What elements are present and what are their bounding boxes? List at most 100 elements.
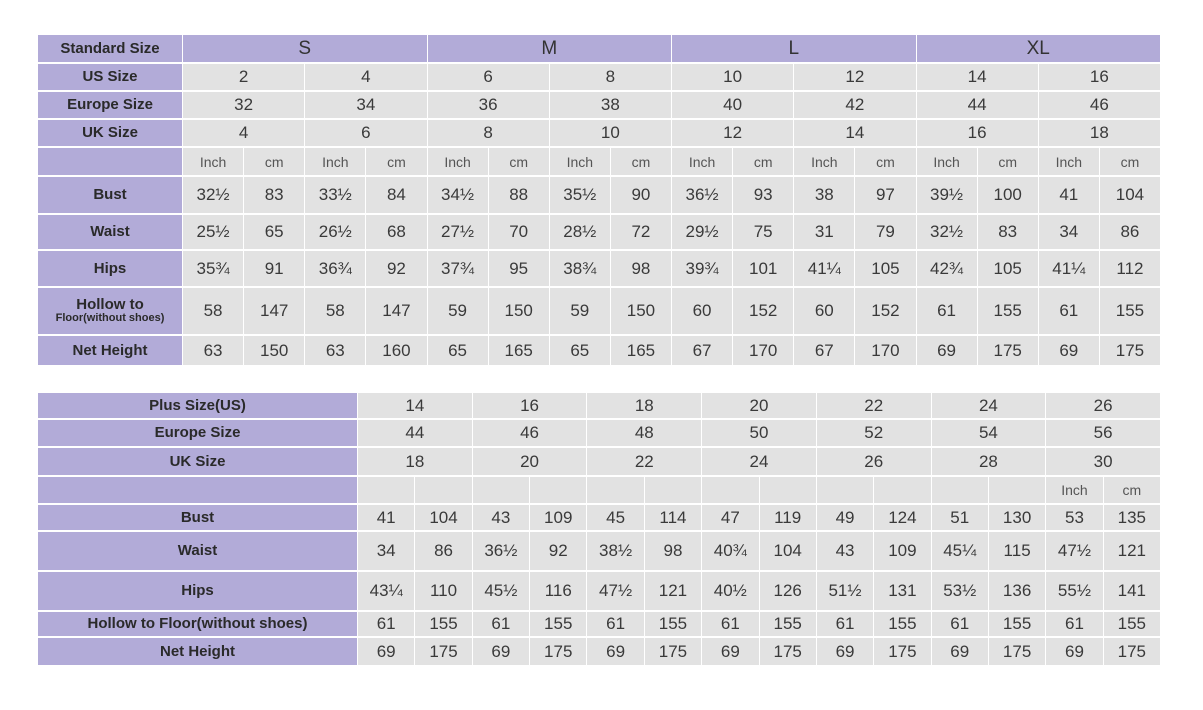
measure-cell: 109 <box>530 505 587 530</box>
measure-cell: 155 <box>977 288 1038 334</box>
measure-cell: 83 <box>244 177 305 213</box>
size-cell: 50 <box>702 420 816 446</box>
unit-cell: cm <box>1099 148 1160 175</box>
measure-cell: 165 <box>610 336 671 365</box>
size-cell: 20 <box>702 393 816 418</box>
measure-cell: 69 <box>931 638 988 665</box>
measure-cell: 63 <box>305 336 366 365</box>
measure-cell: 34½ <box>427 177 488 213</box>
row-label-text: Europe Size <box>154 424 241 442</box>
size-cell: 18 <box>1038 120 1160 146</box>
row-label: Hips <box>38 572 357 610</box>
size-cell: 40 <box>672 92 794 118</box>
size-cell: 30 <box>1046 448 1160 475</box>
size-cell: 38 <box>549 92 671 118</box>
row-label: UK Size <box>38 120 182 146</box>
unit-cell: cm <box>610 148 671 175</box>
measure-cell: 175 <box>644 638 702 665</box>
row-label-text: US Size <box>82 68 138 86</box>
measure-cell: 114 <box>644 505 702 530</box>
row-label-text: UK Size <box>169 452 226 470</box>
measure-cell: 170 <box>855 336 916 365</box>
measure-cell: 98 <box>644 532 702 570</box>
measure-cell: 175 <box>1099 336 1160 365</box>
size-cell: 34 <box>305 92 427 118</box>
measure-cell: 35½ <box>549 177 610 213</box>
measure-cell: 121 <box>1103 532 1160 570</box>
measure-cell: 38½ <box>587 532 644 570</box>
measure-cell: 152 <box>733 288 794 334</box>
size-cell: 52 <box>816 420 931 446</box>
size-cell: 46 <box>472 420 587 446</box>
measure-cell: 67 <box>794 336 855 365</box>
size-cell: 6 <box>305 120 427 146</box>
measure-cell: 155 <box>530 612 587 636</box>
measure-cell: 152 <box>855 288 916 334</box>
size-cell: 20 <box>472 448 587 475</box>
measure-cell: 69 <box>1046 638 1103 665</box>
measure-cell: 36½ <box>672 177 733 213</box>
measure-cell: 69 <box>587 638 644 665</box>
unit-cell: cm <box>977 148 1038 175</box>
measure-cell: 155 <box>759 612 816 636</box>
unit-cell <box>931 477 988 503</box>
measure-cell: 98 <box>610 251 671 286</box>
measure-cell: 51½ <box>816 572 874 610</box>
size-cell: 12 <box>672 120 794 146</box>
measure-cell: 79 <box>855 215 916 249</box>
measure-cell: 33½ <box>305 177 366 213</box>
measure-cell: 26½ <box>305 215 366 249</box>
unit-cell <box>759 477 816 503</box>
measure-cell: 150 <box>488 288 549 334</box>
size-cell: 48 <box>587 420 702 446</box>
size-cell: 16 <box>1038 64 1160 90</box>
row-label-text: Hips <box>181 582 214 600</box>
measure-cell: 105 <box>977 251 1038 286</box>
measure-cell: 45½ <box>472 572 530 610</box>
measure-cell: 47 <box>702 505 759 530</box>
measure-cell: 60 <box>794 288 855 334</box>
measure-cell: 90 <box>610 177 671 213</box>
measure-cell: 124 <box>874 505 931 530</box>
size-cell: 18 <box>587 393 702 418</box>
measure-cell: 32½ <box>183 177 244 213</box>
measure-cell: 61 <box>702 612 759 636</box>
measure-cell: 41¼ <box>1038 251 1099 286</box>
measure-cell: 58 <box>183 288 244 334</box>
row-label-text: UK Size <box>82 124 138 142</box>
measure-cell: 58 <box>305 288 366 334</box>
standard-size-table: Standard Size S M L XL US Size 2 4 6 8 10 12 14 16 Eur… <box>38 35 1160 365</box>
measure-cell: 49 <box>816 505 874 530</box>
measure-cell: 61 <box>358 612 415 636</box>
measure-cell: 59 <box>549 288 610 334</box>
measure-cell: 92 <box>366 251 427 286</box>
measure-cell: 119 <box>759 505 816 530</box>
row-label: Hollow to Floor(without shoes) <box>38 612 357 636</box>
row-label: Bust <box>38 177 182 213</box>
size-cell: 14 <box>916 64 1038 90</box>
measure-cell: 34 <box>358 532 415 570</box>
measure-cell: 41 <box>1038 177 1099 213</box>
size-cell: 56 <box>1046 420 1160 446</box>
measure-cell: 175 <box>530 638 587 665</box>
measure-cell: 69 <box>358 638 415 665</box>
unit-cell <box>874 477 931 503</box>
unit-cell: Inch <box>672 148 733 175</box>
unit-cell <box>988 477 1046 503</box>
measure-cell: 88 <box>488 177 549 213</box>
size-cell: 4 <box>305 64 427 90</box>
size-cell: 44 <box>916 92 1038 118</box>
header-label: Standard Size <box>38 35 182 62</box>
measure-cell: 41 <box>358 505 415 530</box>
unit-cell <box>644 477 702 503</box>
measure-cell: 126 <box>759 572 816 610</box>
measure-cell: 53 <box>1046 505 1103 530</box>
measure-cell: 83 <box>977 215 1038 249</box>
measure-cell: 112 <box>1099 251 1160 286</box>
unit-cell: cm <box>733 148 794 175</box>
row-label-text: Net Height <box>160 642 235 660</box>
measure-cell: 65 <box>427 336 488 365</box>
measure-cell: 86 <box>415 532 472 570</box>
row-label-text: Waist <box>177 542 218 560</box>
measure-cell: 136 <box>988 572 1046 610</box>
